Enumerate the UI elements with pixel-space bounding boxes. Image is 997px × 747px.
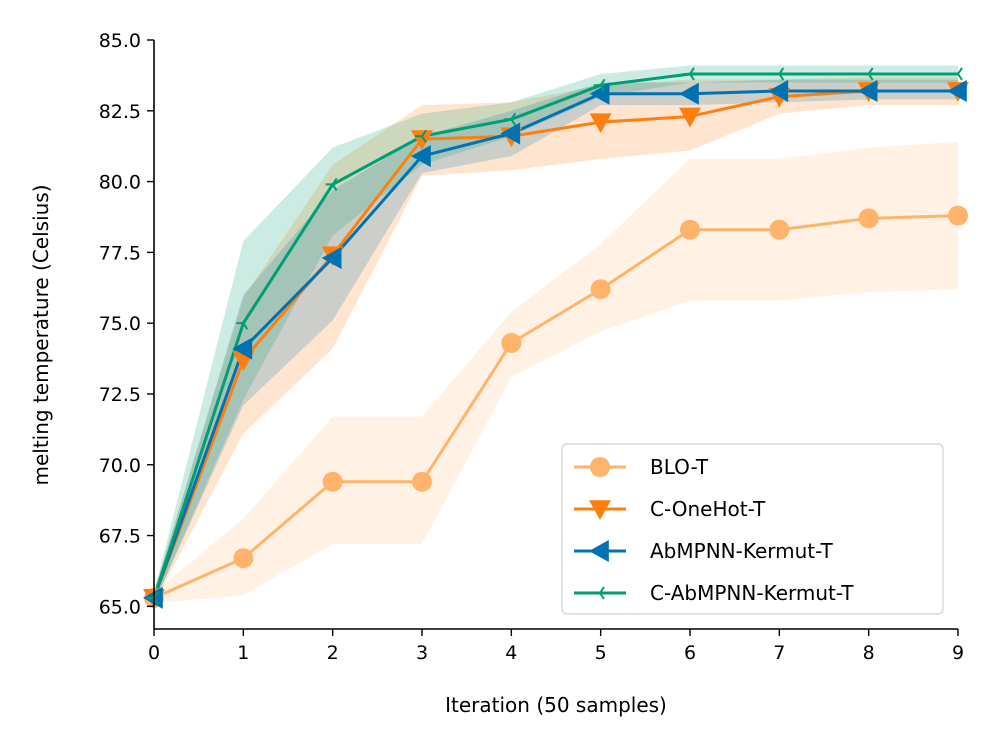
point-c-abmpnn-kermut-t	[236, 316, 249, 330]
x-tick-label: 9	[952, 642, 964, 664]
point-blo-t	[590, 279, 611, 300]
x-tick-label: 6	[684, 642, 696, 664]
line-c-abmpnn-kermut-t	[152, 72, 958, 599]
point-abmpnn-kermut-t	[232, 337, 253, 360]
point-c-abmpnn-kermut-t	[504, 112, 517, 126]
point-c-abmpnn-kermut-t	[861, 67, 874, 81]
x-tick-label: 7	[773, 642, 785, 664]
series-markers	[143, 67, 969, 609]
point-abmpnn-kermut-t	[768, 79, 789, 102]
point-blo-t	[412, 471, 432, 492]
point-blo-t	[769, 219, 790, 240]
y-tick-label: 72.5	[99, 384, 141, 406]
band-c-abmpnn-kermut-t	[154, 65, 958, 604]
legend-label: BLO-T	[650, 455, 709, 479]
point-c-onehot-t	[411, 130, 433, 151]
x-tick-label: 1	[237, 642, 249, 664]
legend-label: C-AbMPNN-Kermut-T	[650, 581, 854, 605]
confidence-bands	[154, 65, 958, 604]
x-tick-label: 0	[148, 642, 160, 664]
point-c-onehot-t	[679, 107, 701, 128]
line-blo-t	[153, 214, 959, 600]
legend-swatch-marker	[589, 500, 611, 520]
legend-box	[561, 443, 944, 615]
point-blo-t	[322, 471, 343, 492]
y-tick-label: 82.5	[99, 101, 141, 123]
point-c-abmpnn-kermut-t	[772, 67, 785, 81]
point-abmpnn-kermut-t	[321, 247, 342, 270]
point-abmpnn-kermut-t	[589, 82, 610, 105]
x-ticks: 0 1 2 3 4 5 6 7 8 9	[148, 629, 964, 664]
y-tick-label: 65.0	[99, 596, 141, 618]
line-c-onehot-t	[152, 89, 958, 599]
point-c-abmpnn-kermut-t	[593, 78, 606, 92]
legend-swatch-marker	[590, 457, 610, 477]
band-blo-t	[154, 141, 958, 604]
point-blo-t	[948, 205, 968, 226]
band-abmpnn-kermut-t	[154, 79, 958, 604]
x-tick-label: 5	[595, 642, 607, 664]
y-tick-label: 85.0	[99, 30, 141, 52]
legend-label: AbMPNN-Kermut-T	[650, 539, 834, 563]
point-blo-t	[233, 548, 254, 569]
x-tick-label: 8	[863, 642, 875, 664]
point-abmpnn-kermut-t	[679, 82, 699, 105]
point-c-onehot-t	[589, 113, 612, 134]
y-tick-label: 70.0	[99, 455, 141, 477]
series-lines	[152, 72, 959, 600]
legend-label: C-OneHot-T	[650, 497, 766, 521]
point-abmpnn-kermut-t	[500, 122, 521, 145]
point-abmpnn-kermut-t	[857, 79, 878, 102]
axes	[153, 40, 958, 630]
line-abmpnn-kermut-t	[152, 89, 958, 599]
y-axis-label: melting temperature (Celsius)	[29, 184, 53, 485]
x-tick-label: 2	[327, 642, 339, 664]
legend-swatch-marker	[589, 540, 609, 562]
y-ticks: 65.0 67.5 70.0 72.5 75.0 77.5 80.0 82.5 85.0	[99, 30, 154, 618]
point-c-abmpnn-kermut-t	[683, 67, 695, 81]
legend-swatch-marker	[593, 586, 605, 600]
x-tick-label: 4	[505, 642, 517, 664]
point-blo-t	[858, 208, 879, 229]
band-c-onehot-t	[154, 76, 958, 604]
point-abmpnn-kermut-t	[947, 79, 967, 102]
y-tick-label: 67.5	[99, 526, 141, 548]
point-blo-t	[680, 219, 700, 240]
y-tick-label: 80.0	[99, 172, 141, 194]
y-tick-label: 75.0	[99, 313, 141, 335]
point-blo-t	[501, 332, 522, 353]
x-axis-label: Iteration (50 samples)	[445, 693, 667, 717]
x-tick-label: 3	[416, 642, 428, 664]
legend: BLO-T C-OneHot-T AbMPNN-Kermut-T C-AbMPNN-K…	[561, 443, 944, 615]
point-abmpnn-kermut-t	[411, 145, 431, 168]
point-c-abmpnn-kermut-t	[951, 67, 963, 81]
point-c-abmpnn-kermut-t	[325, 177, 338, 191]
point-c-abmpnn-kermut-t	[415, 129, 427, 143]
y-tick-label: 77.5	[99, 242, 141, 264]
